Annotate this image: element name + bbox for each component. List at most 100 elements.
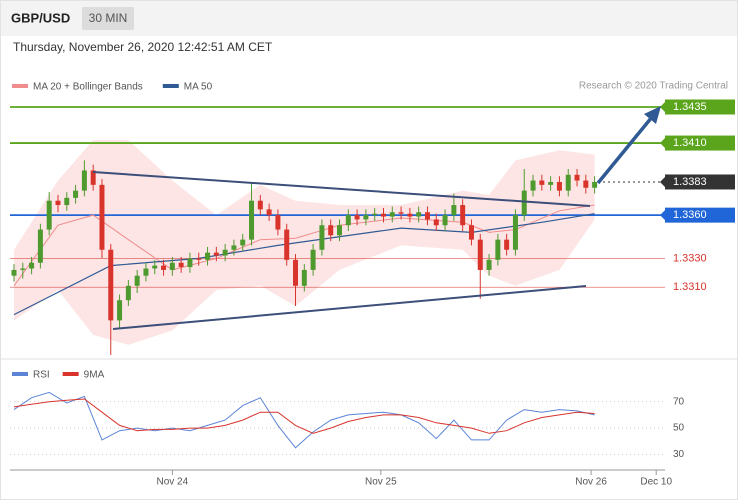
candle-body [363, 215, 369, 220]
legend-label: RSI [33, 370, 50, 381]
candle-body [90, 170, 96, 185]
y-tick-label: 70 [673, 396, 685, 407]
candle-body [240, 239, 246, 246]
candle-body [512, 215, 518, 250]
candle-body [354, 215, 360, 220]
candle-body [257, 200, 263, 210]
legend-label: MA 20 + Bollinger Bands [33, 82, 143, 93]
candle-body [504, 239, 510, 250]
candle-body [389, 212, 395, 217]
level-label: 1.3410 [673, 137, 707, 149]
level-box [665, 135, 735, 151]
candle-body [416, 212, 422, 217]
candle-body [380, 213, 386, 217]
candle-body [134, 275, 140, 286]
candle-body [583, 180, 589, 188]
candle-body [125, 285, 131, 301]
candle-body [310, 249, 316, 270]
candle-body [11, 269, 17, 276]
candle-body [574, 174, 580, 181]
candle-body [592, 181, 598, 188]
candle-body [495, 239, 501, 260]
candle-body [407, 213, 413, 217]
candle-body [205, 252, 211, 260]
legend-swatch [12, 84, 28, 88]
trendline [112, 285, 587, 330]
legend-label: 9MA [84, 370, 105, 381]
candle-body [64, 197, 70, 206]
indicator-line [13, 391, 595, 449]
level-pointer [660, 138, 665, 149]
level-box [665, 207, 735, 223]
candle-body [477, 239, 483, 270]
x-tick-label: Nov 24 [157, 477, 189, 488]
candle-body [55, 200, 61, 206]
x-tick-label: Nov 26 [575, 477, 607, 488]
plot: MA 20 + Bollinger Bands MA 50 1.3435 1.3410… [10, 82, 735, 488]
level-pointer [660, 102, 665, 112]
y-tick-label: 30 [673, 449, 685, 460]
candle-body [460, 205, 466, 226]
symbol: GBP/USD [11, 10, 70, 25]
candle-body [108, 249, 114, 321]
level-label: 1.3435 [673, 101, 707, 113]
candle-body [213, 252, 219, 256]
candle-body [319, 225, 325, 250]
x-tick-label: Dec 10 [640, 477, 672, 488]
level-pointer [660, 176, 665, 187]
level-label: 1.3383 [673, 176, 707, 188]
level-box [665, 99, 735, 115]
interval[interactable]: 30 MIN [89, 11, 128, 25]
candle-body [37, 229, 43, 263]
candle-body [530, 180, 536, 191]
candle-body [187, 258, 193, 268]
candle-body [178, 262, 184, 268]
moving-average [13, 204, 595, 287]
trendline [92, 171, 591, 207]
candle-body [231, 245, 237, 250]
y-tick-label: 50 [673, 423, 685, 434]
candle-body [556, 181, 562, 191]
candle-body [284, 229, 290, 260]
candle-body [196, 258, 202, 260]
candle-body [81, 170, 87, 191]
candle-body [117, 300, 123, 321]
candle-body [539, 180, 545, 185]
candle-body [328, 225, 334, 236]
candle-body [345, 215, 351, 226]
candle-body [152, 265, 158, 269]
candle-body [73, 190, 79, 198]
timestamp: Thursday, November 26, 2020 12:42:51 AM … [13, 40, 273, 54]
legend-swatch [62, 372, 79, 376]
candle-body [29, 262, 35, 269]
candle-body [169, 262, 175, 270]
level-label: 1.3330 [673, 252, 707, 264]
credit: Research © 2020 Trading Central [579, 81, 728, 92]
candle-body [521, 190, 527, 216]
forecast-arrow [596, 115, 654, 185]
legend-swatch [12, 372, 28, 376]
candle-body [468, 225, 474, 240]
candle-body [451, 205, 457, 216]
level-box [665, 174, 735, 190]
candle-body [275, 215, 281, 230]
level-label: 1.3310 [673, 281, 707, 293]
level-label: 1.3360 [673, 209, 707, 221]
candle-body [548, 181, 554, 185]
candle-body [20, 268, 26, 270]
interval-badge[interactable] [82, 7, 134, 30]
candle-body [249, 200, 255, 240]
candle-body [266, 209, 272, 216]
candle-body [99, 184, 105, 250]
candle-body [372, 213, 378, 216]
candle-body [433, 219, 439, 226]
candle-body [143, 268, 149, 276]
candle-body [46, 200, 52, 230]
legend-swatch [162, 84, 179, 88]
level-pointer [660, 210, 665, 221]
x-tick-label: Nov 25 [365, 477, 397, 488]
candle-body [398, 212, 404, 214]
candle-body [337, 225, 342, 236]
